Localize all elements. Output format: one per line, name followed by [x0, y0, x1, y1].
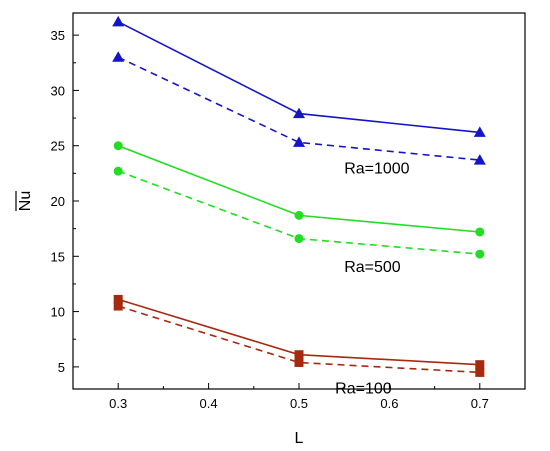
y-tick-label: 15 — [51, 249, 65, 264]
data-point-marker — [113, 294, 123, 304]
y-tick-label: 35 — [51, 28, 65, 43]
x-axis: 0.3 0.4 0.5 0.6 0.7 — [109, 383, 489, 411]
y-axis-title-group: Nu — [15, 191, 34, 211]
data-point-marker — [113, 301, 123, 311]
y-tick-label: 25 — [51, 139, 65, 154]
x-tick-label: 0.4 — [200, 396, 218, 411]
series-line-dashed — [117, 56, 480, 161]
data-point-marker — [475, 360, 485, 370]
annotation-layer: Ra=1000 Ra=500 Ra=100 — [335, 160, 410, 397]
y-tick-label: 5 — [58, 360, 65, 375]
data-point-marker — [113, 141, 123, 151]
data-point-marker — [473, 126, 486, 137]
x-axis-title: L — [295, 430, 304, 447]
series-group-label: Ra=500 — [344, 259, 401, 276]
data-point-marker — [112, 15, 125, 27]
data-point-marker — [294, 350, 304, 360]
data-point-marker — [475, 367, 485, 377]
data-point-marker — [113, 166, 123, 176]
data-point-marker — [475, 249, 485, 259]
series-line-dashed — [117, 305, 480, 374]
data-point-marker — [293, 136, 305, 147]
data-point-marker — [294, 210, 304, 220]
data-point-marker — [475, 227, 485, 237]
data-point-marker — [112, 51, 125, 62]
series-group-label: Ra=100 — [335, 380, 392, 397]
series-group-label: Ra=1000 — [344, 160, 409, 177]
x-tick-label: 0.5 — [290, 396, 308, 411]
y-tick-label: 20 — [51, 194, 65, 209]
plot-frame — [72, 12, 526, 390]
x-tick-label: 0.3 — [109, 396, 127, 411]
y-axis: 5 10 15 20 25 30 35 — [51, 28, 79, 375]
data-point-marker — [293, 107, 305, 119]
data-point-marker — [473, 154, 486, 165]
data-point-marker — [294, 234, 304, 244]
x-tick-label: 0.6 — [380, 396, 398, 411]
y-tick-label: 10 — [51, 305, 65, 320]
y-tick-label: 30 — [51, 83, 65, 98]
x-tick-label: 0.7 — [471, 396, 489, 411]
series-layer — [112, 15, 486, 377]
data-point-marker — [294, 357, 304, 367]
y-axis-title: Nu — [17, 191, 34, 211]
